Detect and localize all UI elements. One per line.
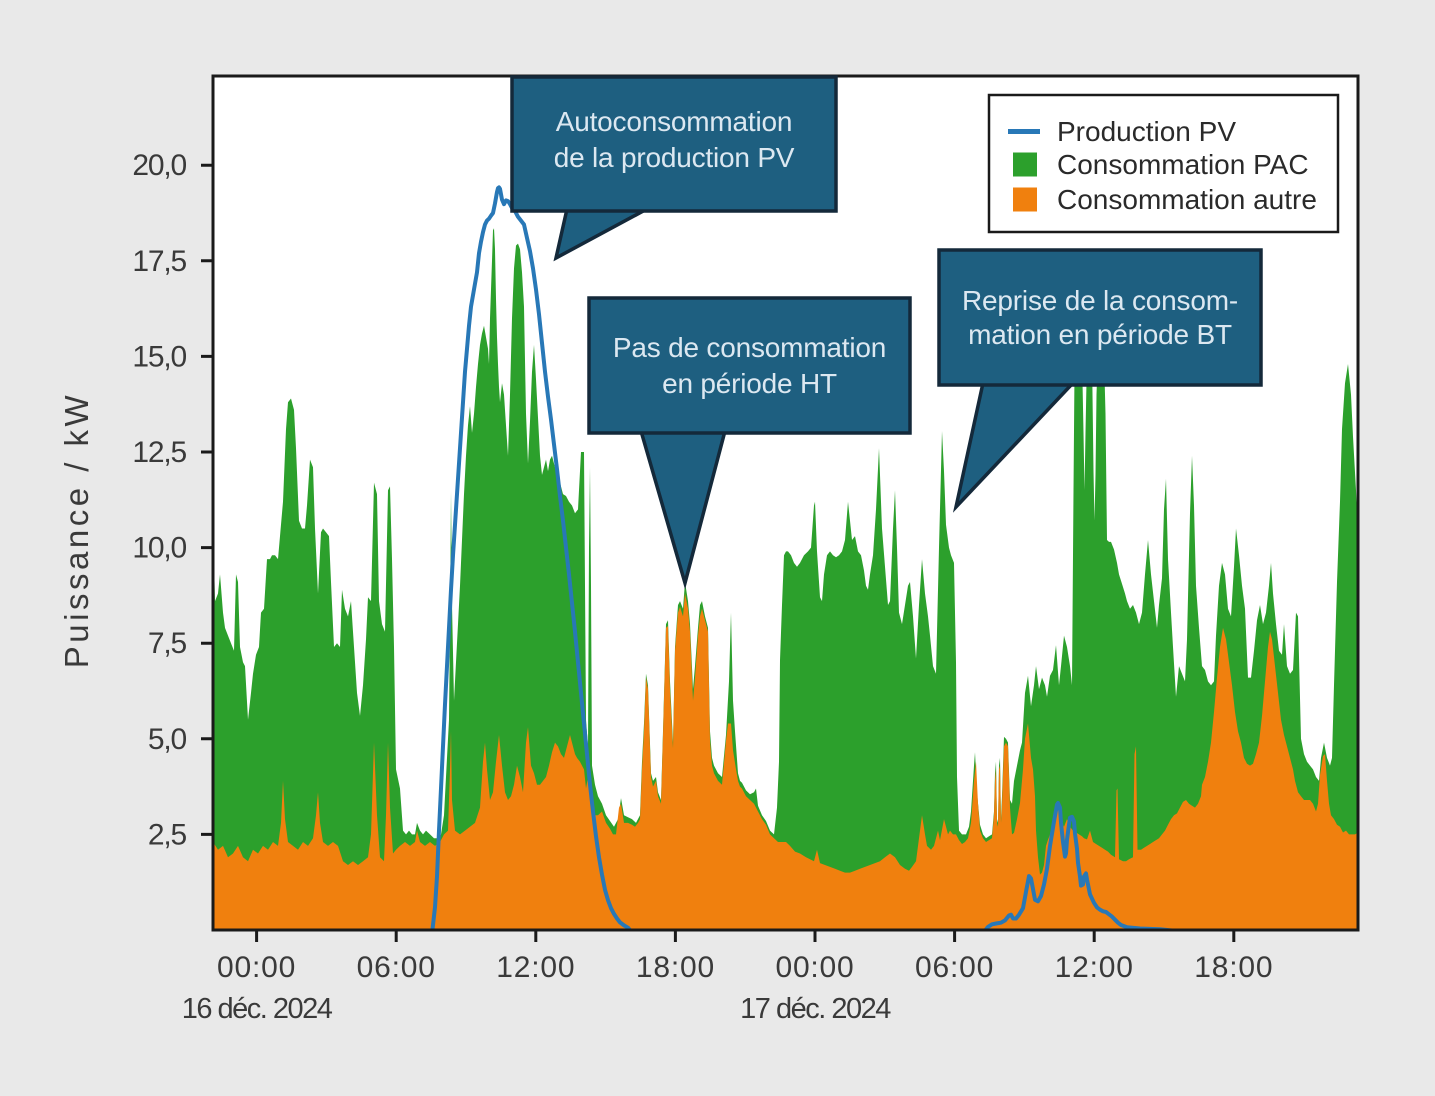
svg-text:20,0: 20,0 bbox=[132, 149, 186, 182]
svg-text:2,5: 2,5 bbox=[148, 818, 187, 851]
svg-text:06:00: 06:00 bbox=[357, 951, 436, 984]
svg-text:18:00: 18:00 bbox=[636, 951, 715, 984]
svg-text:mation en période BT: mation en période BT bbox=[968, 319, 1232, 350]
svg-text:18:00: 18:00 bbox=[1194, 951, 1273, 984]
svg-text:12,5: 12,5 bbox=[132, 436, 186, 469]
svg-text:5,0: 5,0 bbox=[148, 723, 187, 756]
svg-text:06:00: 06:00 bbox=[915, 951, 994, 984]
svg-text:Pas de consommation: Pas de consommation bbox=[613, 332, 886, 363]
svg-text:17,5: 17,5 bbox=[132, 245, 186, 278]
svg-text:Consommation autre: Consommation autre bbox=[1057, 184, 1317, 215]
svg-text:Consommation PAC: Consommation PAC bbox=[1057, 149, 1309, 180]
svg-text:00:00: 00:00 bbox=[775, 951, 854, 984]
svg-text:10,0: 10,0 bbox=[132, 532, 186, 565]
svg-text:00:00: 00:00 bbox=[217, 951, 296, 984]
svg-text:17 déc. 2024: 17 déc. 2024 bbox=[740, 993, 891, 1025]
svg-text:12:00: 12:00 bbox=[496, 951, 575, 984]
svg-text:12:00: 12:00 bbox=[1055, 951, 1134, 984]
svg-text:Reprise de la consom-: Reprise de la consom- bbox=[962, 285, 1238, 316]
svg-text:7,5: 7,5 bbox=[148, 627, 187, 660]
svg-text:Puissance / kW: Puissance / kW bbox=[58, 392, 95, 668]
svg-text:de la production PV: de la production PV bbox=[554, 142, 795, 173]
svg-text:Autoconsommation: Autoconsommation bbox=[556, 106, 792, 137]
svg-text:en période HT: en période HT bbox=[662, 368, 837, 399]
svg-text:16 déc. 2024: 16 déc. 2024 bbox=[182, 993, 333, 1025]
svg-text:15,0: 15,0 bbox=[132, 340, 186, 373]
svg-text:Production PV: Production PV bbox=[1057, 116, 1236, 147]
